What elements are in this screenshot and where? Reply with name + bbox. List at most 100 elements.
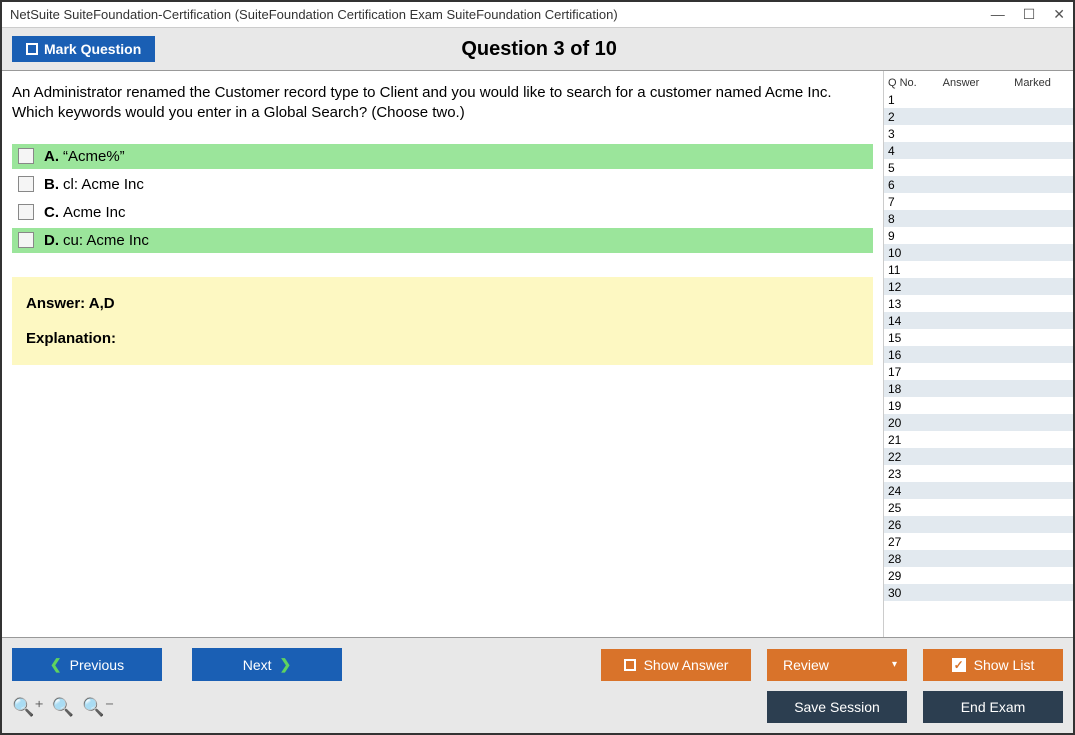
window-title: NetSuite SuiteFoundation-Certification (… — [10, 7, 618, 22]
qlist-row[interactable]: 15 — [884, 329, 1073, 346]
qlist-row[interactable]: 2 — [884, 108, 1073, 125]
maximize-icon[interactable]: ☐ — [1023, 6, 1036, 23]
qlist-row[interactable]: 26 — [884, 516, 1073, 533]
qlist-row[interactable]: 10 — [884, 244, 1073, 261]
option-letter: D. — [44, 232, 59, 249]
answer-option[interactable]: A. “Acme%” — [12, 144, 873, 169]
save-session-label: Save Session — [794, 699, 880, 715]
mark-question-label: Mark Question — [44, 41, 141, 57]
qlist-row[interactable]: 17 — [884, 363, 1073, 380]
qlist-row-num: 20 — [888, 416, 918, 430]
qlist-row-num: 4 — [888, 144, 918, 158]
qlist-row-num: 10 — [888, 246, 918, 260]
qlist-row-num: 30 — [888, 586, 918, 600]
close-icon[interactable]: ✕ — [1053, 6, 1065, 23]
qlist-row[interactable]: 6 — [884, 176, 1073, 193]
qlist-row[interactable]: 1 — [884, 91, 1073, 108]
footer: ❮ Previous Next ❯ Show Answer Review ▾ — [2, 637, 1073, 733]
qlist-row-num: 17 — [888, 365, 918, 379]
show-answer-label: Show Answer — [644, 657, 729, 673]
qlist-row-num: 22 — [888, 450, 918, 464]
qlist-row[interactable]: 12 — [884, 278, 1073, 295]
zoom-in-icon[interactable]: 🔍⁺ — [12, 697, 44, 718]
answer-option[interactable]: B. cl: Acme Inc — [12, 172, 873, 197]
qlist-row-num: 29 — [888, 569, 918, 583]
qlist-row-num: 1 — [888, 93, 918, 107]
qlist-row[interactable]: 22 — [884, 448, 1073, 465]
qlist-row[interactable]: 13 — [884, 295, 1073, 312]
check-icon: ✓ — [952, 658, 966, 672]
zoom-icon[interactable]: 🔍 — [52, 697, 74, 718]
caret-down-icon: ▾ — [892, 659, 897, 670]
qlist-row[interactable]: 25 — [884, 499, 1073, 516]
qlist-row[interactable]: 19 — [884, 397, 1073, 414]
qlist-row-num: 28 — [888, 552, 918, 566]
answer-option[interactable]: D. cu: Acme Inc — [12, 228, 873, 253]
show-list-button[interactable]: ✓ Show List — [923, 649, 1063, 681]
question-counter: Question 3 of 10 — [155, 38, 923, 61]
next-button[interactable]: Next ❯ — [192, 648, 342, 681]
qlist-row[interactable]: 29 — [884, 567, 1073, 584]
qlist-col-answer: Answer — [926, 77, 996, 89]
qlist-row[interactable]: 24 — [884, 482, 1073, 499]
qlist-row[interactable]: 21 — [884, 431, 1073, 448]
checkbox-icon[interactable] — [18, 148, 34, 164]
answer-option[interactable]: C. Acme Inc — [12, 200, 873, 225]
qlist-body[interactable]: 1234567891011121314151617181920212223242… — [884, 91, 1073, 637]
review-button[interactable]: Review ▾ — [767, 649, 907, 681]
qlist-row-num: 3 — [888, 127, 918, 141]
qlist-col-qno: Q No. — [888, 77, 926, 89]
qlist-col-marked: Marked — [996, 77, 1069, 89]
titlebar: NetSuite SuiteFoundation-Certification (… — [2, 2, 1073, 28]
qlist-row-num: 25 — [888, 501, 918, 515]
save-session-button[interactable]: Save Session — [767, 691, 907, 723]
qlist-row-num: 26 — [888, 518, 918, 532]
qlist-row-num: 13 — [888, 297, 918, 311]
qlist-row[interactable]: 20 — [884, 414, 1073, 431]
qlist-row-num: 8 — [888, 212, 918, 226]
explanation-label: Explanation: — [26, 330, 859, 347]
qlist-row[interactable]: 7 — [884, 193, 1073, 210]
qlist-row[interactable]: 5 — [884, 159, 1073, 176]
minimize-icon[interactable]: — — [991, 6, 1005, 23]
previous-button[interactable]: ❮ Previous — [12, 648, 162, 681]
show-answer-button[interactable]: Show Answer — [601, 649, 751, 681]
checkbox-icon[interactable] — [18, 204, 34, 220]
qlist-row-num: 23 — [888, 467, 918, 481]
qlist-row[interactable]: 8 — [884, 210, 1073, 227]
next-label: Next — [243, 657, 272, 673]
qlist-row[interactable]: 9 — [884, 227, 1073, 244]
option-text: Acme Inc — [63, 204, 126, 221]
qlist-row[interactable]: 28 — [884, 550, 1073, 567]
option-letter: C. — [44, 204, 59, 221]
qlist-row[interactable]: 11 — [884, 261, 1073, 278]
checkbox-icon[interactable] — [18, 232, 34, 248]
zoom-out-icon[interactable]: 🔍⁻ — [82, 697, 114, 718]
qlist-row[interactable]: 4 — [884, 142, 1073, 159]
option-text: cl: Acme Inc — [63, 176, 144, 193]
qlist-row-num: 14 — [888, 314, 918, 328]
qlist-row-num: 27 — [888, 535, 918, 549]
qlist-row[interactable]: 30 — [884, 584, 1073, 601]
qlist-row[interactable]: 27 — [884, 533, 1073, 550]
zoom-controls: 🔍⁺ 🔍 🔍⁻ — [12, 697, 114, 718]
qlist-row-num: 19 — [888, 399, 918, 413]
qlist-row-num: 6 — [888, 178, 918, 192]
show-list-label: Show List — [974, 657, 1035, 673]
qlist-row[interactable]: 14 — [884, 312, 1073, 329]
qlist-row[interactable]: 18 — [884, 380, 1073, 397]
answer-box: Answer: A,D Explanation: — [12, 277, 873, 365]
qlist-row-num: 12 — [888, 280, 918, 294]
chevron-right-icon: ❯ — [280, 656, 292, 673]
qlist-row[interactable]: 3 — [884, 125, 1073, 142]
qlist-row[interactable]: 16 — [884, 346, 1073, 363]
question-text: An Administrator renamed the Customer re… — [12, 83, 873, 124]
end-exam-button[interactable]: End Exam — [923, 691, 1063, 723]
qlist-row-num: 5 — [888, 161, 918, 175]
qlist-row-num: 9 — [888, 229, 918, 243]
previous-label: Previous — [70, 657, 124, 673]
qlist-row-num: 2 — [888, 110, 918, 124]
qlist-row[interactable]: 23 — [884, 465, 1073, 482]
checkbox-icon[interactable] — [18, 176, 34, 192]
mark-question-button[interactable]: Mark Question — [12, 36, 155, 62]
